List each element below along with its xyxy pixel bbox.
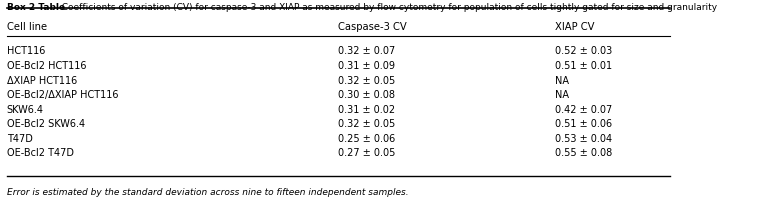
Text: 0.42 ± 0.07: 0.42 ± 0.07 bbox=[555, 105, 612, 115]
Text: 0.31 ± 0.09: 0.31 ± 0.09 bbox=[339, 61, 396, 71]
Text: Coefficients of variation (CV) for caspase-3 and XIAP as measured by flow cytome: Coefficients of variation (CV) for caspa… bbox=[56, 3, 717, 12]
Text: 0.30 ± 0.08: 0.30 ± 0.08 bbox=[339, 90, 396, 100]
Text: Error is estimated by the standard deviation across nine to fifteen independent : Error is estimated by the standard devia… bbox=[7, 188, 408, 197]
Text: 0.32 ± 0.07: 0.32 ± 0.07 bbox=[339, 46, 396, 57]
Text: 0.52 ± 0.03: 0.52 ± 0.03 bbox=[555, 46, 612, 57]
Text: Box 2 Table: Box 2 Table bbox=[7, 3, 65, 12]
Text: SKW6.4: SKW6.4 bbox=[7, 105, 44, 115]
Text: OE-Bcl2 SKW6.4: OE-Bcl2 SKW6.4 bbox=[7, 119, 85, 129]
Text: Caspase-3 CV: Caspase-3 CV bbox=[339, 22, 407, 32]
Text: 0.32 ± 0.05: 0.32 ± 0.05 bbox=[339, 119, 396, 129]
Text: T47D: T47D bbox=[7, 134, 33, 144]
Text: OE-Bcl2 T47D: OE-Bcl2 T47D bbox=[7, 148, 74, 158]
Text: 0.27 ± 0.05: 0.27 ± 0.05 bbox=[339, 148, 396, 158]
Text: 0.31 ± 0.02: 0.31 ± 0.02 bbox=[339, 105, 396, 115]
Text: 0.53 ± 0.04: 0.53 ± 0.04 bbox=[555, 134, 612, 144]
Text: 0.51 ± 0.06: 0.51 ± 0.06 bbox=[555, 119, 612, 129]
Text: 0.51 ± 0.01: 0.51 ± 0.01 bbox=[555, 61, 612, 71]
Text: 0.55 ± 0.08: 0.55 ± 0.08 bbox=[555, 148, 612, 158]
Text: OE-Bcl2/ΔXIAP HCT116: OE-Bcl2/ΔXIAP HCT116 bbox=[7, 90, 118, 100]
Text: OE-Bcl2 HCT116: OE-Bcl2 HCT116 bbox=[7, 61, 86, 71]
Text: NA: NA bbox=[555, 90, 569, 100]
Text: Cell line: Cell line bbox=[7, 22, 47, 32]
Text: 0.32 ± 0.05: 0.32 ± 0.05 bbox=[339, 76, 396, 86]
Text: ΔXIAP HCT116: ΔXIAP HCT116 bbox=[7, 76, 77, 86]
Text: 0.25 ± 0.06: 0.25 ± 0.06 bbox=[339, 134, 396, 144]
Text: NA: NA bbox=[555, 76, 569, 86]
Text: XIAP CV: XIAP CV bbox=[555, 22, 594, 32]
Text: HCT116: HCT116 bbox=[7, 46, 45, 57]
